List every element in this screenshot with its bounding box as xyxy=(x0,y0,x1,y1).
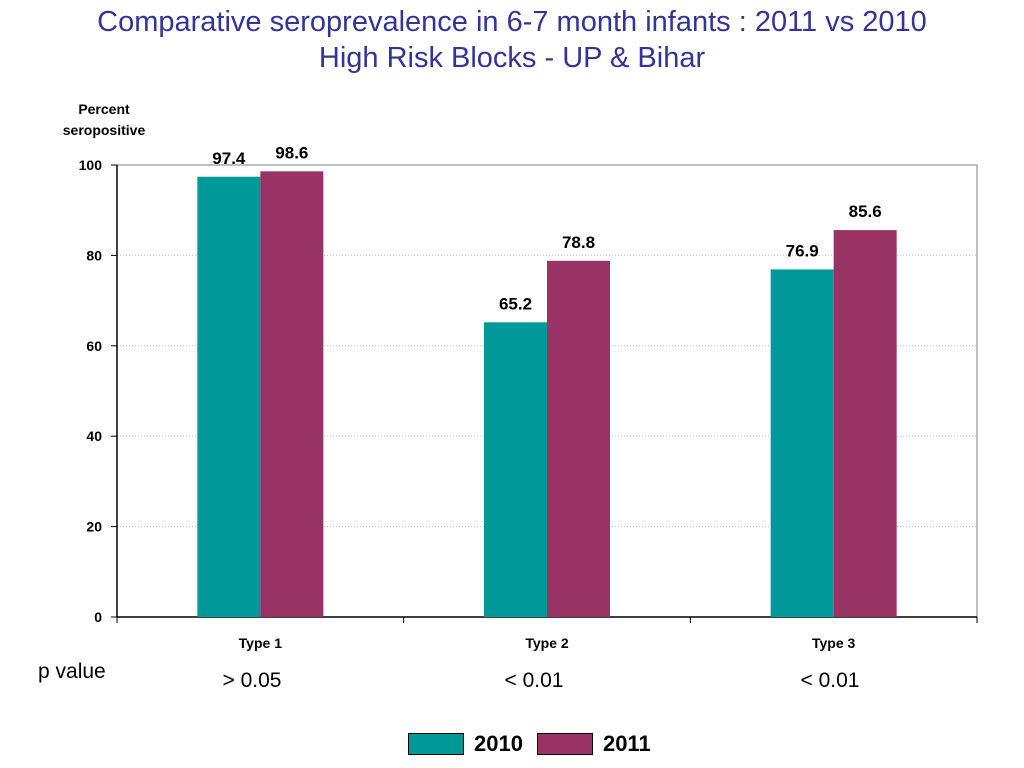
y-tick-label-0: 0 xyxy=(94,609,102,625)
data-label-2011-3: 85.6 xyxy=(849,202,882,221)
legend-item-2010: 2010 xyxy=(408,731,537,757)
bar-2010-3 xyxy=(770,269,834,617)
p-value-label: p value xyxy=(38,660,106,683)
chart-legend: 2010 2011 xyxy=(408,731,665,757)
y-tick-label-60: 60 xyxy=(86,338,102,354)
chart-title-line-2: High Risk Blocks - UP & Bihar xyxy=(318,42,706,74)
chart-title-line-1: Comparative seroprevalence in 6-7 month … xyxy=(97,6,927,38)
legend-swatch-2011 xyxy=(536,733,593,755)
data-label-2010-2: 65.2 xyxy=(499,294,532,313)
x-tick-label-3: Type 3 xyxy=(812,635,856,651)
data-label-2011-2: 78.8 xyxy=(562,233,595,252)
legend-swatch-2010 xyxy=(408,733,464,755)
bar-2011-3 xyxy=(833,230,897,617)
bar-2011-2 xyxy=(547,260,610,617)
data-label-2011-1: 98.6 xyxy=(275,143,308,162)
p-value-type-2: < 0.01 xyxy=(504,669,564,692)
y-axis-label-line-2: seropositive xyxy=(63,122,146,138)
y-tick-label-80: 80 xyxy=(86,247,102,263)
y-axis-label-line-1: Percent xyxy=(78,101,130,117)
x-tick-label-1: Type 1 xyxy=(239,635,283,651)
chart-title: Comparative seroprevalence in 6-7 month … xyxy=(0,4,1024,76)
bar-2010-1 xyxy=(197,176,261,617)
plot-area: 0 20 40 60 80 100 97.4 98.6 Type 1 65.2 78.8 Type 2… xyxy=(79,143,978,651)
y-tick-label-20: 20 xyxy=(86,519,102,535)
bar-2011-1 xyxy=(260,171,324,617)
bar-2010-2 xyxy=(484,322,547,617)
legend-label-2011: 2011 xyxy=(602,731,651,756)
data-label-2010-3: 76.9 xyxy=(786,241,819,260)
x-tick-label-2: Type 2 xyxy=(525,635,569,651)
p-value-type-3: < 0.01 xyxy=(800,669,860,692)
legend-item-2011: 2011 xyxy=(536,731,665,757)
legend-label-2010: 2010 xyxy=(474,731,523,756)
data-label-2010-1: 97.4 xyxy=(212,149,246,168)
y-tick-label-100: 100 xyxy=(79,157,103,173)
p-value-type-1: > 0.05 xyxy=(222,669,282,692)
y-tick-label-40: 40 xyxy=(86,428,102,444)
